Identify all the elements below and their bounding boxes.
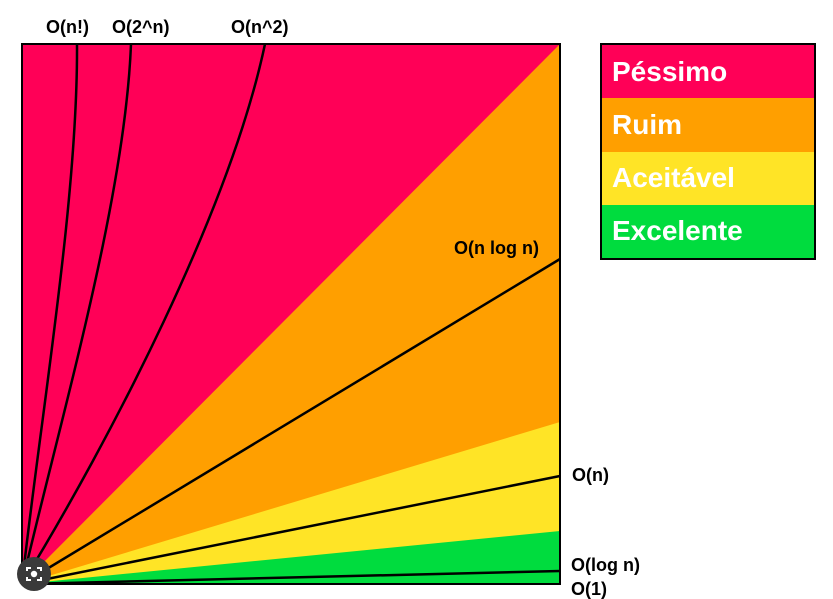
label-nlogn: O(n log n)	[454, 238, 539, 258]
region-ruim	[22, 44, 560, 584]
legend-item-excelente: Excelente	[602, 204, 814, 258]
curve-factorial	[20, 43, 79, 585]
label-exponential: O(2^n)	[112, 17, 170, 37]
label-quadratic: O(n^2)	[231, 17, 289, 37]
legend-item-pessimo: Péssimo	[602, 45, 814, 99]
region-aceitavel	[22, 422, 560, 584]
legend-label: Ruim	[612, 108, 682, 140]
camera-lens-icon	[26, 567, 42, 581]
curve-exponential	[20, 43, 133, 585]
legend-item-aceitavel: Aceitável	[602, 151, 814, 205]
camera-lens-button[interactable]	[17, 557, 51, 591]
legend-label: Excelente	[612, 215, 743, 247]
label-log: O(log n)	[571, 555, 640, 575]
diagram-frame	[21, 43, 561, 585]
legend-label: Aceitável	[612, 162, 735, 194]
curve-quadratic	[20, 43, 267, 585]
label-constant: O(1)	[571, 579, 607, 599]
legend: Péssimo Ruim Aceitável Excelente	[600, 43, 816, 260]
label-linear: O(n)	[572, 465, 609, 485]
legend-label: Péssimo	[612, 55, 728, 87]
curve-log	[21, 569, 561, 586]
curve-linear	[21, 474, 561, 586]
region-excelente	[22, 531, 560, 584]
label-factorial: O(n!)	[46, 17, 89, 37]
curve-nlogn	[21, 257, 561, 586]
legend-item-ruim: Ruim	[602, 98, 814, 152]
